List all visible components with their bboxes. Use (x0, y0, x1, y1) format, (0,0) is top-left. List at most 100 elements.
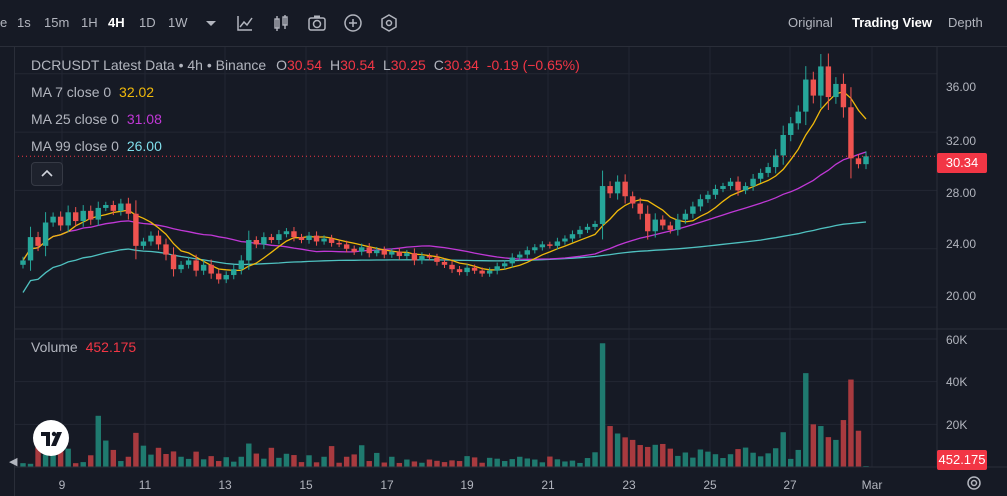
indicator-chart-icon[interactable] (234, 12, 256, 34)
volume-bar (750, 452, 756, 467)
interval-1w[interactable]: 1W (168, 15, 188, 30)
candle-body (788, 123, 794, 135)
candles-icon[interactable] (270, 12, 292, 34)
volume-bar (803, 373, 809, 467)
volume-bar (72, 463, 79, 467)
candle-body (599, 186, 606, 224)
volume-bar (215, 461, 222, 467)
volume-bar (20, 463, 26, 467)
interval-1d[interactable]: 1D (139, 15, 156, 30)
ma25-value: 31.08 (126, 111, 162, 127)
volume-bar (554, 459, 561, 467)
candle-body (110, 205, 117, 211)
volume-bar (419, 462, 425, 467)
volume-bar (727, 454, 734, 467)
price-tick-24: 24.00 (946, 237, 977, 251)
volume-bar (351, 454, 357, 467)
time-tick-19: 19 (460, 478, 474, 492)
hexagon-settings-icon[interactable] (378, 12, 400, 34)
candle-body (614, 181, 621, 194)
tab-original[interactable]: Original (788, 15, 833, 30)
ma99-legend: MA 99 close 0 26.00 (31, 138, 162, 154)
volume-bar (358, 445, 365, 467)
candle-body (419, 256, 425, 261)
volume-bar (697, 449, 704, 467)
volume-bar (110, 449, 117, 467)
time-tick-15: 15 (299, 478, 313, 492)
volume-bar (185, 458, 192, 467)
candle-body (306, 235, 312, 241)
gear-icon[interactable] (965, 474, 983, 492)
candle-body (185, 260, 192, 265)
candle-body (562, 238, 568, 242)
volume-bar (848, 379, 854, 467)
volume-bar (80, 462, 86, 467)
tab-trading-view[interactable]: Trading View (852, 15, 932, 30)
candle-body (80, 210, 86, 222)
candle-body (449, 264, 455, 270)
volume-bar (208, 456, 214, 467)
candle-body (35, 237, 41, 246)
chart-toolbar: e 1s 15m 1H 4H 1D 1W Original Trading Vi… (0, 0, 1007, 47)
interval-1h[interactable]: 1H (81, 15, 98, 30)
volume-bar (449, 460, 455, 467)
chevron-down-icon[interactable] (200, 12, 222, 34)
volume-bar (200, 459, 207, 467)
volume-bar (577, 462, 583, 467)
candle-body (848, 107, 854, 159)
volume-bar (735, 449, 741, 467)
volume-bar (223, 457, 229, 467)
volume-bar (825, 437, 832, 467)
volume-bar (441, 462, 448, 467)
volume-bar (765, 453, 771, 467)
interval-15m[interactable]: 15m (44, 15, 70, 30)
candle-body (509, 257, 515, 264)
time-tick-25: 25 (703, 478, 717, 492)
candle-body (291, 231, 297, 238)
tab-depth[interactable]: Depth (948, 15, 983, 30)
candle-body (539, 244, 546, 248)
volume-bar (592, 452, 598, 467)
left-drawing-bar (0, 46, 15, 496)
volume-bar (479, 462, 485, 467)
volume-bar (231, 461, 237, 467)
camera-icon[interactable] (306, 12, 328, 34)
interval-4h[interactable]: 4H (108, 15, 125, 30)
volume-bar (261, 458, 267, 467)
volume-bar (155, 447, 162, 467)
add-plus-icon[interactable] (342, 12, 364, 34)
volume-bar (637, 445, 643, 467)
collapse-legend-button[interactable] (31, 162, 63, 186)
scroll-left-arrow[interactable]: ◀ (9, 456, 18, 468)
volume-bar (65, 448, 71, 467)
grid-lines (14, 46, 937, 467)
candle-body (57, 216, 64, 226)
volume-bar (389, 456, 395, 467)
change-value: -0.19 (−0.65%) (486, 57, 580, 73)
ma25-legend: MA 25 close 0 31.08 (31, 111, 162, 127)
volume-bar (599, 343, 606, 467)
candle-body (818, 66, 824, 96)
candle-body (223, 275, 229, 280)
volume-bar (772, 448, 779, 467)
candle-body (148, 235, 154, 242)
volume-bar (268, 447, 275, 467)
candle-body (313, 235, 320, 242)
volume-bar (524, 458, 531, 467)
volume-bar (366, 461, 372, 467)
tradingview-logo[interactable] (33, 420, 69, 456)
interval-partial[interactable]: e (0, 15, 8, 30)
candle-body (396, 251, 403, 257)
candle-body (863, 156, 869, 165)
volume-bar (795, 449, 801, 467)
volume-bar (652, 444, 658, 467)
candle-body (765, 167, 771, 173)
ma7-line (22, 90, 867, 272)
candle-body (833, 83, 839, 98)
volume-bar (374, 452, 380, 467)
current-volume-badge: 452.175 (937, 450, 987, 470)
interval-1s[interactable]: 1s (17, 15, 31, 30)
volume-bar (434, 460, 440, 467)
candle-body (103, 205, 109, 208)
